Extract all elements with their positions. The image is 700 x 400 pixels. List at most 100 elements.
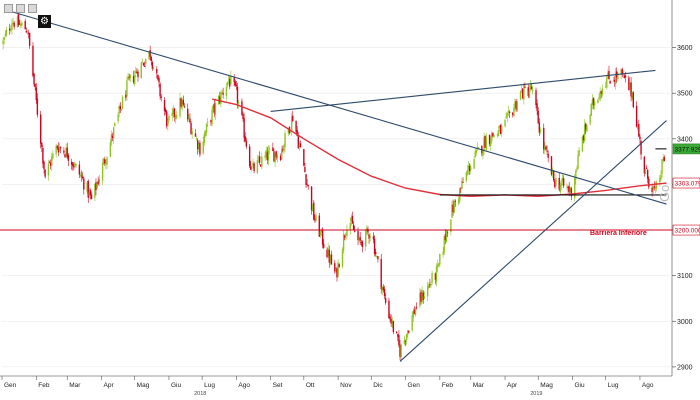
candle-body <box>414 307 417 316</box>
candle-body <box>543 127 545 150</box>
price-tag-box <box>672 177 700 189</box>
candle-body <box>112 127 115 139</box>
candle-body <box>330 254 333 265</box>
moving-average-layer <box>211 98 667 198</box>
candle-body <box>79 174 82 176</box>
candle-body <box>578 150 580 156</box>
x-tick-label: Mar <box>473 382 485 389</box>
candle-body <box>171 112 173 116</box>
candle-body <box>470 167 472 170</box>
candle-body <box>483 137 485 151</box>
candle-body <box>318 215 321 237</box>
candle-body <box>554 180 556 187</box>
candle-body <box>612 80 615 82</box>
candle-body <box>350 217 353 221</box>
candle-body <box>369 236 371 238</box>
candle-body <box>609 80 611 84</box>
candle-body <box>4 34 7 36</box>
candle-body <box>205 123 208 133</box>
candle-body <box>311 204 314 212</box>
candle-body <box>655 181 658 189</box>
candle-body <box>496 134 499 136</box>
candle-body <box>530 86 533 89</box>
candle-body <box>380 258 382 289</box>
gear-icon[interactable]: ⚙ <box>38 15 51 28</box>
price-tag-label: 3200.0000 <box>675 228 700 235</box>
candle-body <box>42 148 44 164</box>
candle-body <box>568 186 570 192</box>
candle-body <box>475 150 478 153</box>
candle-body <box>404 341 407 342</box>
candle-body <box>204 131 207 137</box>
candle-body <box>498 126 501 128</box>
candle-body <box>358 237 360 241</box>
chart-type-button[interactable] <box>28 4 37 13</box>
candle-body <box>600 91 602 94</box>
candle-body <box>632 92 635 108</box>
candle-body <box>499 124 502 135</box>
barrier-label: Barriera Inferiore <box>590 230 647 237</box>
candle-body <box>538 122 541 133</box>
candle-body <box>577 155 579 170</box>
candle-body <box>141 61 144 63</box>
candle-body <box>83 178 85 190</box>
candle-body <box>157 74 159 80</box>
candle-body <box>519 91 522 100</box>
price-tag-label: 3377.9299 <box>675 146 700 153</box>
candle-body <box>639 136 641 140</box>
candle-body <box>624 75 627 78</box>
y-tick-label: 3600 <box>677 45 693 52</box>
candle-body <box>399 344 401 357</box>
candle-body <box>436 264 439 268</box>
candle-body <box>3 37 5 40</box>
candle-body <box>643 156 646 174</box>
candle-body <box>546 150 548 152</box>
draw-tool-button[interactable] <box>16 4 25 13</box>
candle-body <box>305 174 307 185</box>
candle-body <box>555 177 557 186</box>
x-tick-label: Lug <box>204 382 215 389</box>
candle-body <box>25 31 28 33</box>
candle-body <box>593 101 596 106</box>
candle-body <box>443 236 445 253</box>
candle-body <box>328 249 330 263</box>
candle-body <box>98 179 100 183</box>
candle-body <box>591 99 594 105</box>
moving-average-line <box>211 98 667 198</box>
candle-body <box>128 77 130 79</box>
candle-body <box>260 164 262 167</box>
candle-body <box>506 113 508 117</box>
y-tick-label: 3400 <box>677 136 693 143</box>
candle-body <box>160 96 162 98</box>
candle-body <box>167 120 169 127</box>
x-tick-label: Ott <box>306 382 315 389</box>
candle-body <box>529 84 532 90</box>
candle-body <box>536 103 538 111</box>
candle-body <box>445 230 448 242</box>
zoom-in-button[interactable] <box>4 4 13 13</box>
candle-body <box>389 316 391 320</box>
candle-body <box>522 88 524 99</box>
candle-body <box>148 50 150 60</box>
candle-body <box>623 75 626 78</box>
candle-body <box>281 149 283 160</box>
candle-body <box>598 97 600 99</box>
candle-body <box>585 123 587 130</box>
candle-body <box>206 121 209 123</box>
candle-body <box>245 140 248 147</box>
candle-body <box>243 118 245 138</box>
candle-body <box>299 143 302 148</box>
candle-body <box>119 105 122 110</box>
candle-body <box>307 185 309 186</box>
candle-body <box>467 165 470 170</box>
x-tick-label: Nov <box>340 382 352 389</box>
candle-body <box>638 123 640 137</box>
candle-body <box>173 108 176 117</box>
candle-body <box>287 128 290 133</box>
candle-body <box>390 319 392 324</box>
x-tick-label: Gen <box>4 382 17 389</box>
trendline <box>9 10 667 205</box>
candle-body <box>659 177 661 183</box>
candle-body <box>261 156 263 168</box>
candle-body <box>640 140 642 155</box>
